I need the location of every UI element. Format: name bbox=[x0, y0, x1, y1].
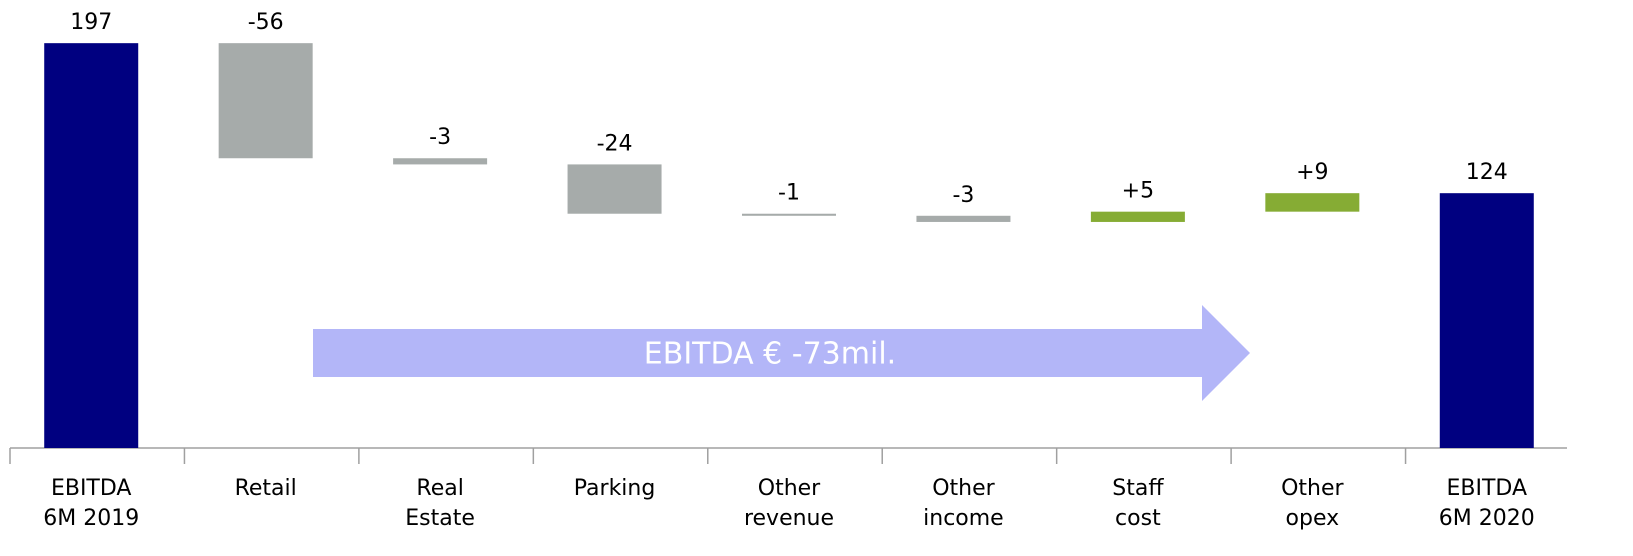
value-label: 124 bbox=[1466, 160, 1508, 185]
x-tick-label: Parking bbox=[574, 476, 656, 501]
value-label: -3 bbox=[952, 183, 974, 208]
value-label: -56 bbox=[248, 10, 284, 35]
value-label: 197 bbox=[70, 10, 112, 35]
bar bbox=[393, 158, 488, 165]
x-tick-label: Staff bbox=[1112, 476, 1164, 501]
value-label: -1 bbox=[778, 181, 800, 206]
bar bbox=[742, 213, 836, 216]
x-tick-label: opex bbox=[1286, 506, 1340, 531]
value-label: +5 bbox=[1122, 179, 1154, 204]
value-label: -3 bbox=[429, 125, 451, 150]
bar bbox=[1090, 211, 1185, 222]
x-tick-label: Real bbox=[416, 476, 463, 501]
bar bbox=[1265, 193, 1360, 212]
x-tick-label: EBITDA bbox=[51, 476, 132, 501]
x-tick-label: Other bbox=[758, 476, 821, 501]
value-label: -24 bbox=[597, 131, 633, 156]
x-tick-label: Other bbox=[932, 476, 995, 501]
bar bbox=[44, 43, 139, 448]
bar bbox=[567, 164, 662, 214]
x-tick-label: 6M 2020 bbox=[1439, 506, 1535, 531]
bar bbox=[218, 43, 313, 159]
x-tick-label: cost bbox=[1115, 506, 1161, 531]
arrow bbox=[313, 305, 1250, 401]
x-tick-label: income bbox=[923, 506, 1004, 531]
bar bbox=[916, 215, 1011, 222]
x-tick-label: Retail bbox=[235, 476, 297, 501]
x-tick-label: Estate bbox=[405, 506, 475, 531]
x-tick-label: 6M 2019 bbox=[43, 506, 139, 531]
annotation: EBITDA € -73mil. bbox=[644, 337, 896, 372]
x-tick-label: Other bbox=[1281, 476, 1344, 501]
x-tick-label: revenue bbox=[744, 506, 834, 531]
bar bbox=[1439, 193, 1534, 448]
value-label: +9 bbox=[1296, 160, 1328, 185]
x-tick-label: EBITDA bbox=[1447, 476, 1528, 501]
